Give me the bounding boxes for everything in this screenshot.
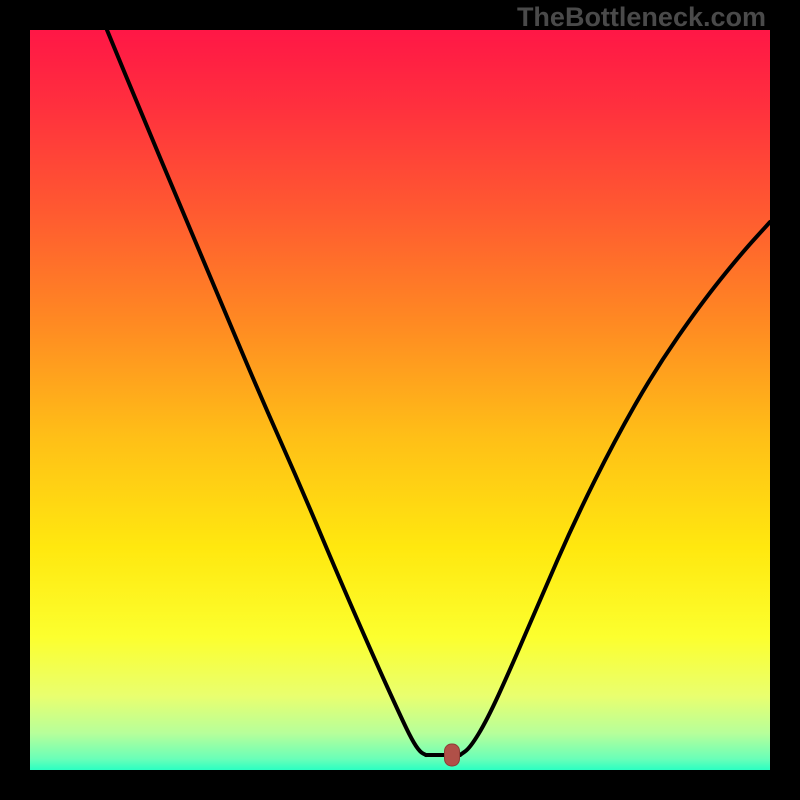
chart-stage: TheBottleneck.com (0, 0, 800, 800)
plot-area (30, 30, 770, 770)
chart-svg (0, 0, 800, 800)
watermark-text: TheBottleneck.com (517, 2, 766, 33)
min-marker (445, 744, 460, 766)
